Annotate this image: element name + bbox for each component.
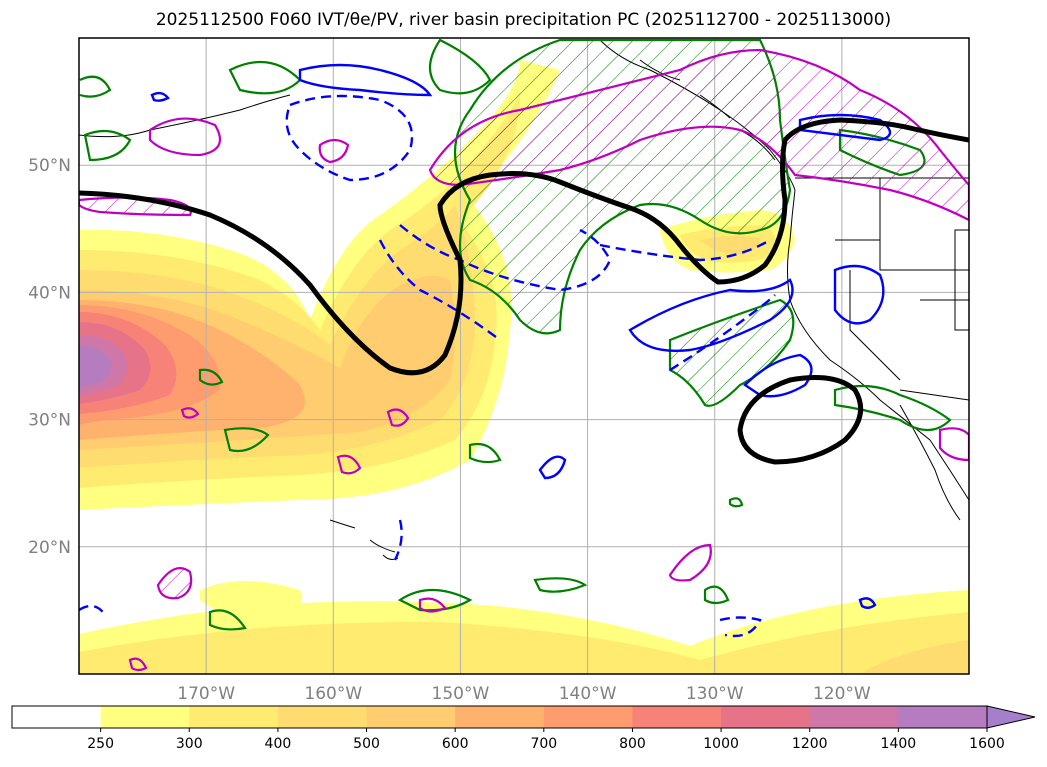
theta-e-solid-1 [628, 278, 794, 352]
colorbar-segment [189, 706, 279, 728]
colorbar-extend-max [986, 705, 1036, 729]
colorbar-tick-label: 1000 [703, 736, 739, 752]
border-states-1 [835, 178, 969, 271]
lat-tick-label: 20°N [28, 538, 71, 558]
colorbar-segment [898, 706, 988, 728]
map-title: 2025112500 F060 IVT/θe/PV, river basin p… [155, 10, 892, 30]
colorbar-tick-label: 700 [530, 736, 557, 752]
green-blob-10 [703, 585, 730, 605]
map-frame [78, 37, 970, 675]
theta-e-dashed-south3 [719, 616, 762, 638]
theta-e-solid-8 [858, 597, 877, 609]
theta-e-dashed-mid [399, 224, 612, 292]
colorbar-segment [100, 706, 190, 728]
magenta-blob-3 [386, 408, 410, 427]
longitude-labels: 170°W 160°W 150°W 140°W 130°W 120°W [177, 684, 871, 704]
colorbar-segment [809, 706, 899, 728]
magenta-blob-5 [156, 567, 193, 600]
green-blob-2 [79, 75, 112, 98]
pv-contour [79, 117, 969, 465]
theta-e-dashed-sub [669, 294, 776, 372]
colorbar-segment [12, 706, 102, 728]
theta-e-contours [79, 63, 892, 638]
ivt-band-south-core [860, 640, 969, 674]
theta-e-solid-6 [798, 113, 892, 142]
green-blob-11 [833, 384, 952, 432]
lon-tick-label: 140°W [559, 684, 617, 704]
lat-tick-label: 50°N [28, 156, 71, 176]
colorbar-segment [543, 706, 633, 728]
theta-e-dashed-south [393, 519, 403, 561]
latitude-labels: 20°N 30°N 40°N 50°N [28, 156, 71, 558]
magenta-blob-4 [336, 454, 362, 475]
green-blob-12 [198, 368, 224, 386]
green-blob-5 [223, 427, 270, 453]
border-states-3 [849, 270, 969, 381]
colorbar: 250 300 400 500 600 700 800 1000 1200 1400 1600 [11, 705, 1036, 752]
lon-tick-label: 120°W [813, 684, 871, 704]
lon-tick-label: 150°W [432, 684, 490, 704]
colorbar-tick-label: 1600 [969, 736, 1005, 752]
colorbar-segment [366, 706, 456, 728]
magenta-blob-2 [318, 138, 350, 164]
green-blob-13 [728, 497, 744, 508]
theta-e-solid-5 [298, 63, 433, 97]
lat-tick-label: 40°N [28, 283, 71, 303]
colorbar-segment [455, 706, 545, 728]
pv-contour-cutoff-low [737, 375, 864, 465]
theta-e-dashed-north [285, 94, 414, 182]
green-blob-8 [533, 577, 588, 593]
theta-e-dashed-coast [599, 238, 771, 262]
colorbar-tick-label: 1400 [881, 736, 917, 752]
theta-e-solid-2 [743, 353, 813, 398]
theta-e-solid-4 [538, 455, 567, 480]
lon-tick-label: 130°W [686, 684, 744, 704]
lon-tick-label: 170°W [177, 684, 235, 704]
colorbar-tick-label: 800 [619, 736, 646, 752]
colorbar-tick-label: 1200 [792, 736, 828, 752]
precip-pc-magenta [79, 48, 969, 672]
green-blob-9 [208, 609, 247, 631]
ivt-plume-10 [79, 345, 111, 388]
green-blob-1 [83, 129, 132, 162]
ivt-shading [79, 60, 969, 674]
colorbar-tick-label: 500 [353, 736, 380, 752]
green-region-coast [668, 298, 795, 407]
coastline-alaska [79, 94, 291, 138]
ivt-patch-island [200, 581, 302, 617]
theta-e-solid-7 [150, 91, 170, 102]
lat-tick-label: 30°N [28, 411, 71, 431]
lon-tick-label: 160°W [304, 684, 362, 704]
magenta-blob-7 [180, 407, 200, 419]
magenta-region-north [428, 48, 969, 222]
theta-e-dashed-mid2 [378, 239, 501, 341]
colorbar-segment [632, 706, 722, 728]
ivt-band-south-inner [79, 612, 969, 674]
colorbar-segment [721, 706, 811, 728]
magenta-blob-8 [128, 657, 148, 672]
magenta-blob-9 [938, 427, 969, 462]
green-blob-6 [468, 442, 502, 464]
coastline-baja [899, 404, 961, 521]
magenta-blob-10 [418, 597, 447, 613]
border-states-2 [954, 229, 969, 331]
border-us-mexico [899, 389, 969, 401]
pv-contour-main [79, 117, 969, 376]
magenta-blob-6 [668, 543, 712, 582]
colorbar-tick-label: 400 [265, 736, 292, 752]
colorbar-segment [277, 706, 368, 728]
colorbar-tick-label: 250 [87, 736, 114, 752]
theta-e-dashed-south2 [79, 604, 106, 616]
theta-e-solid-3 [833, 264, 885, 325]
colorbar-frame [11, 705, 988, 729]
magenta-blob-1 [148, 117, 222, 157]
green-blob-4 [428, 38, 492, 95]
green-blob-7 [397, 589, 473, 612]
colorbar-tick-label: 300 [176, 736, 203, 752]
colorbar-tick-label: 600 [442, 736, 469, 752]
